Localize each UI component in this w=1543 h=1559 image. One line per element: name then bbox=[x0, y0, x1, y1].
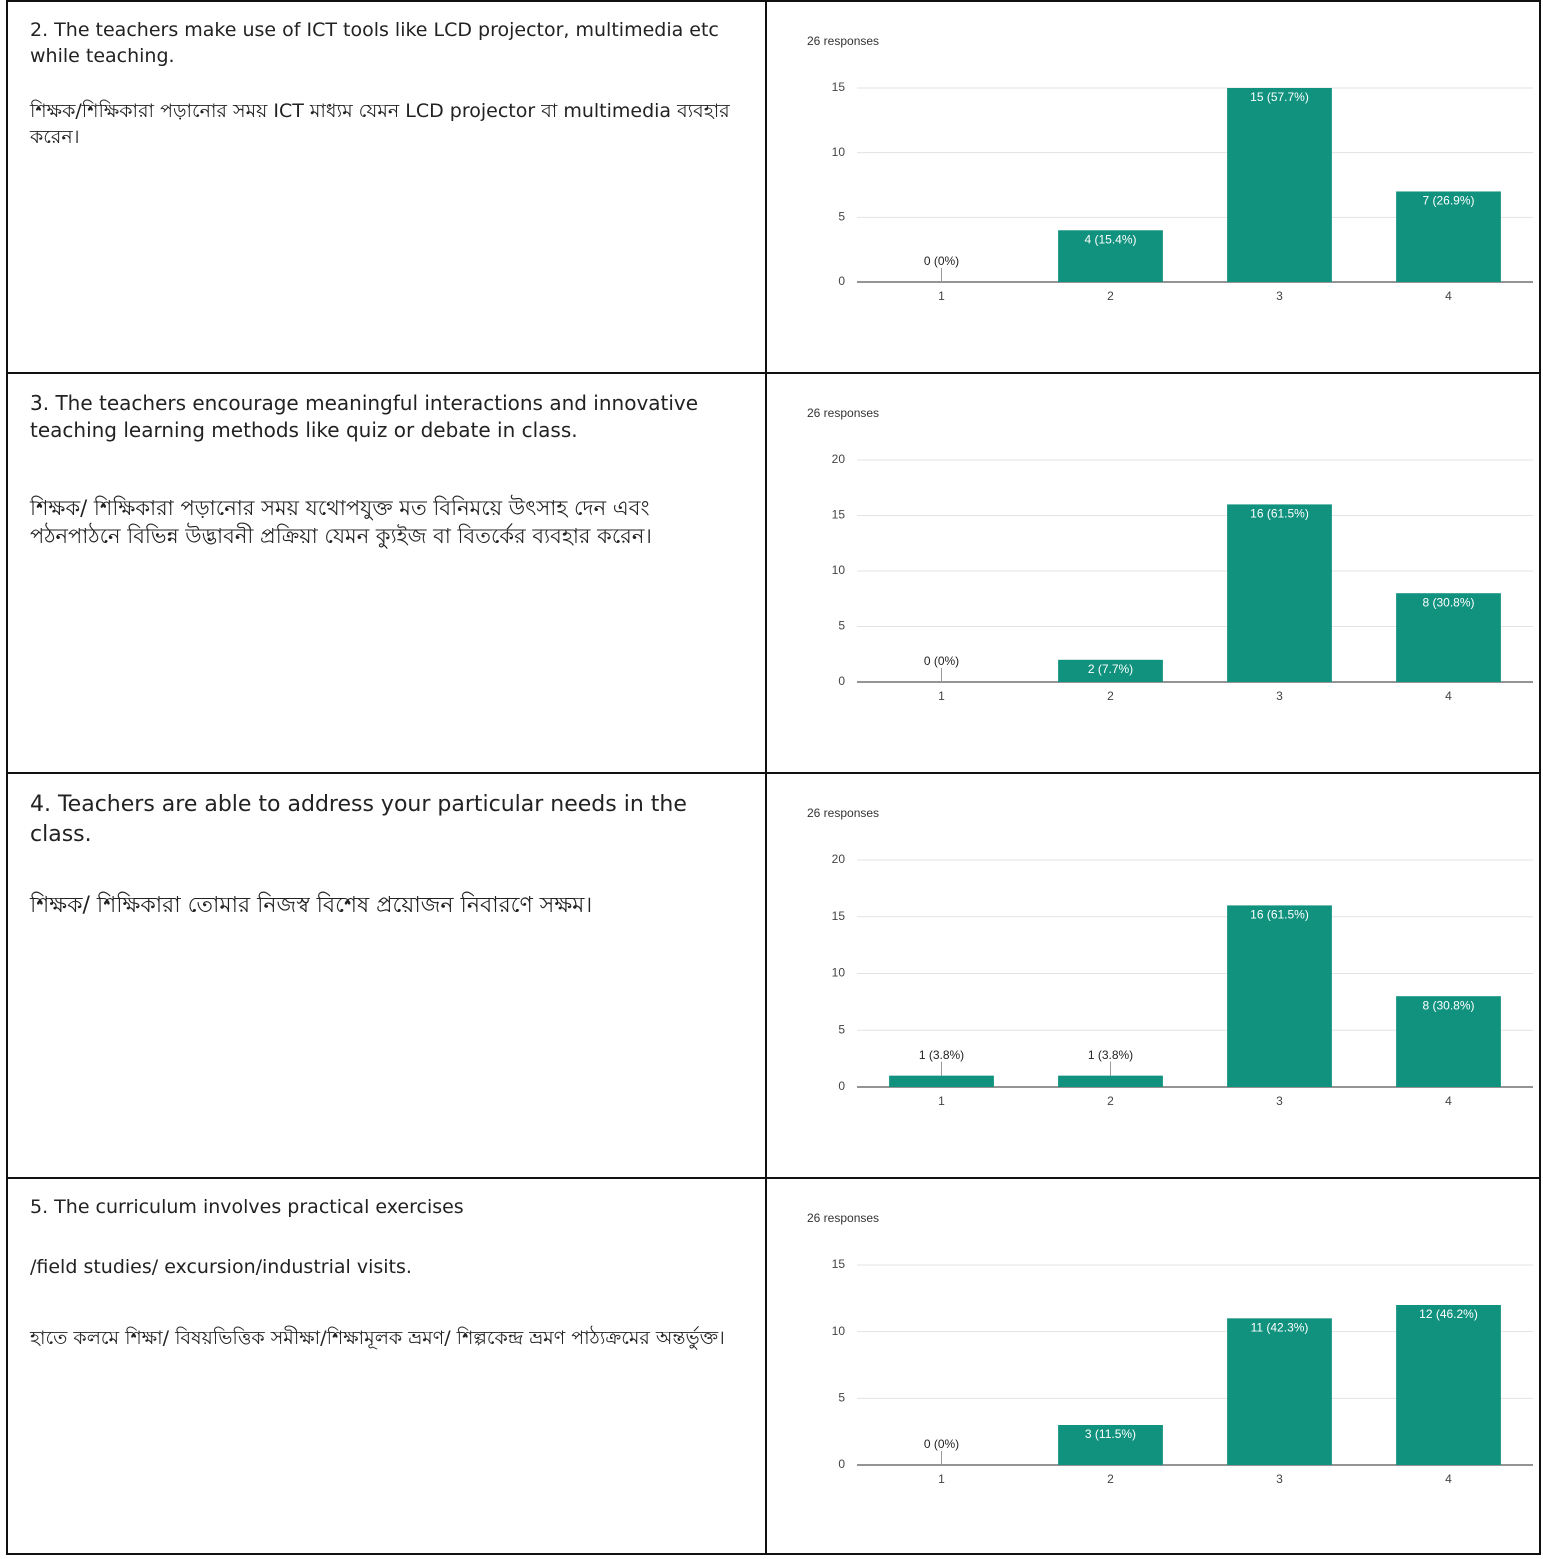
bar bbox=[1396, 593, 1501, 682]
value-label: 2 (7.7%) bbox=[1088, 662, 1133, 676]
table-row: 2. The teachers make use of ICT tools li… bbox=[6, 0, 1541, 372]
question-text: 3. The teachers encourage meaningful int… bbox=[30, 391, 699, 442]
value-label: 1 (3.8%) bbox=[919, 1048, 964, 1062]
x-tick-label: 3 bbox=[1276, 1094, 1283, 1108]
question-text: শিক্ষক/শিক্ষিকারা পড়ানোর সময় ICT মাধ্য… bbox=[30, 100, 730, 148]
y-tick-label: 15 bbox=[832, 1257, 846, 1271]
y-tick-label: 20 bbox=[832, 852, 846, 866]
x-tick-label: 3 bbox=[1276, 289, 1283, 303]
chart-cell: 26 responses 0 5 10 15 20 1 0 (0%) 2 2 (7.7%) 3 16 … bbox=[767, 374, 1539, 772]
table-row: 3. The teachers encourage meaningful int… bbox=[6, 372, 1541, 772]
bar bbox=[1227, 905, 1332, 1087]
x-tick-label: 2 bbox=[1107, 289, 1114, 303]
y-tick-label: 5 bbox=[838, 1022, 845, 1036]
bar bbox=[1227, 504, 1332, 682]
chart: 26 responses 0 5 10 15 1 0 (0%) 2 3 (11.5%) 3 11 (… bbox=[807, 1211, 1533, 1486]
bar bbox=[889, 1075, 994, 1087]
chart: 26 responses 0 5 10 15 1 0 (0%) 2 4 (15.4%) 3 15 (… bbox=[807, 34, 1533, 303]
question-cell: 4. Teachers are able to address your par… bbox=[8, 774, 767, 1177]
bar bbox=[1227, 1318, 1332, 1465]
value-label: 12 (46.2%) bbox=[1419, 1307, 1478, 1321]
y-tick-label: 20 bbox=[832, 452, 846, 466]
x-tick-label: 4 bbox=[1445, 1094, 1452, 1108]
y-tick-label: 5 bbox=[838, 619, 845, 633]
x-tick-label: 3 bbox=[1276, 689, 1283, 703]
y-tick-label: 0 bbox=[838, 274, 845, 288]
table-row: 4. Teachers are able to address your par… bbox=[6, 772, 1541, 1177]
question-cell: 3. The teachers encourage meaningful int… bbox=[8, 374, 767, 772]
chart-cell: 26 responses 0 5 10 15 20 1 1 (3.8%) 2 1 (3.8%) 3 1… bbox=[767, 774, 1539, 1177]
y-tick-label: 10 bbox=[832, 966, 846, 980]
bar bbox=[1396, 1305, 1501, 1465]
bar bbox=[1058, 1075, 1163, 1087]
value-label: 3 (11.5%) bbox=[1085, 1427, 1136, 1441]
bar bbox=[1058, 1425, 1163, 1465]
bar bbox=[1396, 191, 1501, 282]
value-label: 1 (3.8%) bbox=[1088, 1048, 1133, 1062]
chart: 26 responses 0 5 10 15 20 1 0 (0%) 2 2 (7.7%) 3 16 … bbox=[807, 406, 1533, 703]
x-tick-label: 1 bbox=[938, 289, 945, 303]
x-tick-label: 1 bbox=[938, 689, 945, 703]
x-tick-label: 1 bbox=[938, 1472, 945, 1486]
x-tick-label: 2 bbox=[1107, 1094, 1114, 1108]
value-label: 16 (61.5%) bbox=[1250, 507, 1309, 521]
y-tick-label: 15 bbox=[832, 508, 846, 522]
value-label: 15 (57.7%) bbox=[1250, 90, 1309, 104]
chart-cell: 26 responses 0 5 10 15 1 0 (0%) 2 3 (11.5%) 3 11 (… bbox=[767, 1179, 1539, 1553]
question-cell: 2. The teachers make use of ICT tools li… bbox=[8, 2, 767, 372]
question-text: শিক্ষক/ শিক্ষিকারা তোমার নিজস্ব বিশেষ প্… bbox=[30, 893, 593, 919]
chart-subtitle: 26 responses bbox=[807, 806, 879, 820]
x-tick-label: 4 bbox=[1445, 289, 1452, 303]
chart-subtitle: 26 responses bbox=[807, 406, 879, 420]
x-tick-label: 4 bbox=[1445, 1472, 1452, 1486]
y-tick-label: 15 bbox=[832, 80, 846, 94]
y-tick-label: 15 bbox=[832, 909, 846, 923]
y-tick-label: 0 bbox=[838, 1457, 845, 1471]
x-tick-label: 2 bbox=[1107, 1472, 1114, 1486]
chart-subtitle: 26 responses bbox=[807, 1211, 879, 1225]
x-tick-label: 4 bbox=[1445, 689, 1452, 703]
question-text: 2. The teachers make use of ICT tools li… bbox=[30, 19, 719, 67]
question-text: হাতে কলমে শিক্ষা/ বিষয়ভিত্তিক সমীক্ষা/শ… bbox=[30, 1327, 725, 1350]
y-tick-label: 5 bbox=[838, 1391, 845, 1405]
value-label: 7 (26.9%) bbox=[1422, 194, 1474, 208]
y-tick-label: 5 bbox=[838, 210, 845, 224]
y-tick-label: 10 bbox=[832, 1324, 846, 1338]
question-text: 4. Teachers are able to address your par… bbox=[30, 792, 687, 847]
value-label: 0 (0%) bbox=[924, 1437, 959, 1451]
value-label: 0 (0%) bbox=[924, 254, 959, 268]
x-tick-label: 2 bbox=[1107, 689, 1114, 703]
chart: 26 responses 0 5 10 15 20 1 1 (3.8%) 2 1 (3.8%) 3 1… bbox=[807, 806, 1533, 1108]
value-label: 8 (30.8%) bbox=[1422, 998, 1474, 1012]
y-tick-label: 0 bbox=[838, 674, 845, 688]
y-tick-label: 10 bbox=[832, 563, 846, 577]
bar bbox=[1058, 230, 1163, 282]
question-text: /field studies/ excursion/industrial vis… bbox=[30, 1255, 412, 1278]
question-cell: 5. The curriculum involves practical exe… bbox=[8, 1179, 767, 1553]
value-label: 8 (30.8%) bbox=[1422, 595, 1474, 609]
x-tick-label: 1 bbox=[938, 1094, 945, 1108]
chart-cell: 26 responses 0 5 10 15 1 0 (0%) 2 4 (15.4%) 3 15 (… bbox=[767, 2, 1539, 372]
value-label: 11 (42.3%) bbox=[1251, 1321, 1309, 1335]
chart-subtitle: 26 responses bbox=[807, 34, 879, 48]
value-label: 4 (15.4%) bbox=[1084, 232, 1136, 246]
table-row: 5. The curriculum involves practical exe… bbox=[6, 1177, 1541, 1555]
question-text: 5. The curriculum involves practical exe… bbox=[30, 1196, 464, 1218]
x-tick-label: 3 bbox=[1276, 1472, 1283, 1486]
y-tick-label: 0 bbox=[838, 1079, 845, 1093]
value-label: 16 (61.5%) bbox=[1250, 908, 1309, 922]
question-text: শিক্ষক/ শিক্ষিকারা পড়ানোর সময় যথোপযুক্… bbox=[30, 496, 652, 549]
value-label: 0 (0%) bbox=[924, 654, 959, 668]
y-tick-label: 10 bbox=[832, 145, 846, 159]
bar bbox=[1396, 996, 1501, 1087]
bar bbox=[1227, 88, 1332, 282]
bar bbox=[1058, 659, 1163, 682]
